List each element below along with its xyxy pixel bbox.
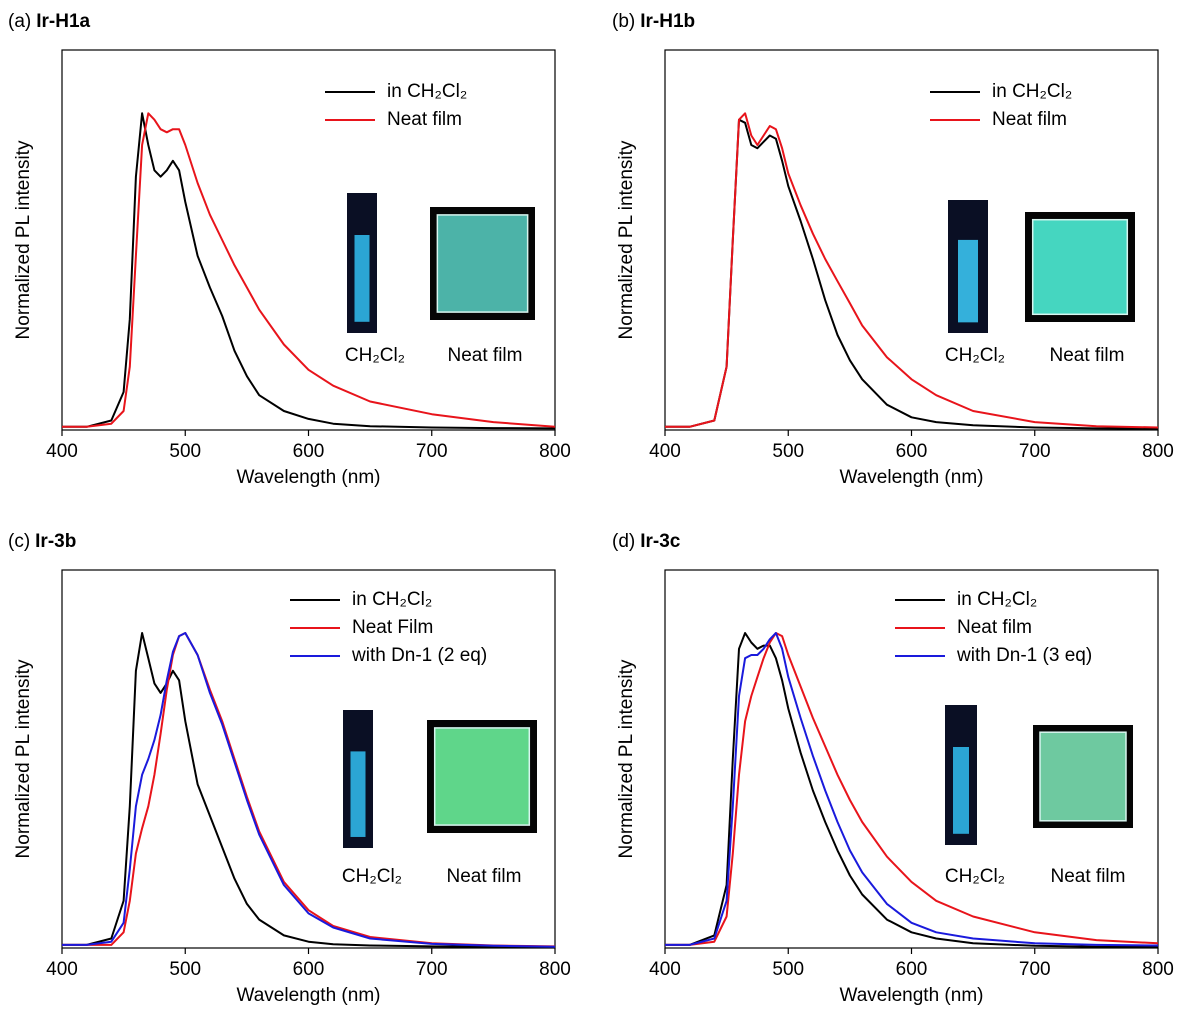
panel-label: (d) bbox=[612, 531, 635, 552]
x-tick-label: 700 bbox=[1019, 441, 1051, 462]
x-tick-label: 400 bbox=[649, 441, 681, 462]
x-tick-label: 700 bbox=[416, 441, 448, 462]
y-axis-label: Normalized PL intensity bbox=[13, 659, 34, 858]
x-tick-label: 600 bbox=[896, 441, 928, 462]
x-axis-label: Wavelength (nm) bbox=[840, 467, 984, 488]
panel-label: (a) bbox=[8, 11, 31, 32]
vial-glow bbox=[350, 751, 366, 837]
panel-compound: Ir-H1a bbox=[36, 11, 90, 32]
spectrum-line bbox=[62, 112, 556, 428]
x-axis-label: Wavelength (nm) bbox=[237, 467, 381, 488]
film-glow bbox=[1039, 731, 1127, 822]
vial-glow bbox=[953, 747, 969, 834]
panel-label: (b) bbox=[612, 11, 635, 32]
x-tick-label: 400 bbox=[46, 441, 78, 462]
vial-glow bbox=[958, 239, 978, 323]
spectrum-line bbox=[62, 632, 556, 948]
spectrum-line bbox=[665, 632, 1159, 949]
panel-title: (b) Ir-H1b bbox=[612, 11, 695, 32]
spectrum-line bbox=[665, 112, 1159, 429]
spectrum-line bbox=[62, 112, 556, 430]
spectrum-line bbox=[62, 632, 556, 949]
x-tick-label: 500 bbox=[169, 441, 201, 462]
x-tick-label: 500 bbox=[169, 959, 201, 980]
x-tick-label: 500 bbox=[772, 441, 804, 462]
x-axis-label: Wavelength (nm) bbox=[840, 985, 984, 1006]
film-glow bbox=[1031, 218, 1129, 316]
photo-label: CH₂Cl₂ bbox=[345, 345, 405, 366]
panel-title: (c) Ir-3b bbox=[8, 531, 76, 552]
spectrum-line bbox=[665, 632, 1159, 947]
vial-glow bbox=[354, 235, 370, 322]
legend-label: Neat film bbox=[992, 109, 1067, 130]
spectrum-line bbox=[665, 632, 1159, 946]
legend-label: in CH₂Cl₂ bbox=[352, 589, 432, 610]
photo-label: Neat film bbox=[1050, 345, 1125, 366]
photo-label: CH₂Cl₂ bbox=[342, 866, 402, 887]
x-tick-label: 800 bbox=[539, 959, 571, 980]
photo-label: CH₂Cl₂ bbox=[945, 866, 1005, 887]
x-tick-label: 600 bbox=[896, 959, 928, 980]
x-tick-label: 800 bbox=[1142, 959, 1174, 980]
legend-label: with Dn-1 (2 eq) bbox=[351, 645, 487, 666]
film-glow bbox=[436, 214, 529, 313]
panel-title: (d) Ir-3c bbox=[612, 531, 681, 552]
legend-label: in CH₂Cl₂ bbox=[992, 81, 1072, 102]
photo-label: Neat film bbox=[447, 866, 522, 887]
photo-label: Neat film bbox=[448, 345, 523, 366]
x-tick-label: 600 bbox=[293, 441, 325, 462]
photo-label: Neat film bbox=[1051, 866, 1126, 887]
legend-label: Neat film bbox=[387, 109, 462, 130]
x-tick-label: 400 bbox=[649, 959, 681, 980]
legend-label: with Dn-1 (3 eq) bbox=[956, 645, 1092, 666]
x-tick-label: 400 bbox=[46, 959, 78, 980]
panel-compound: Ir-3b bbox=[35, 531, 76, 552]
x-tick-label: 800 bbox=[1142, 441, 1174, 462]
x-tick-label: 500 bbox=[772, 959, 804, 980]
panel-compound: Ir-H1b bbox=[640, 11, 695, 32]
x-tick-label: 700 bbox=[416, 959, 448, 980]
legend-label: Neat Film bbox=[352, 617, 433, 638]
y-axis-label: Normalized PL intensity bbox=[616, 659, 637, 858]
panel-title: (a) Ir-H1a bbox=[8, 11, 91, 32]
x-tick-label: 800 bbox=[539, 441, 571, 462]
legend-label: Neat film bbox=[957, 617, 1032, 638]
x-axis-label: Wavelength (nm) bbox=[237, 985, 381, 1006]
y-axis-label: Normalized PL intensity bbox=[616, 140, 637, 339]
y-axis-label: Normalized PL intensity bbox=[13, 140, 34, 339]
photo-label: CH₂Cl₂ bbox=[945, 345, 1005, 366]
legend-label: in CH₂Cl₂ bbox=[387, 81, 467, 102]
legend-label: in CH₂Cl₂ bbox=[957, 589, 1037, 610]
x-tick-label: 600 bbox=[293, 959, 325, 980]
x-tick-label: 700 bbox=[1019, 959, 1051, 980]
panel-compound: Ir-3c bbox=[640, 531, 681, 552]
panel-label: (c) bbox=[8, 531, 30, 552]
film-glow bbox=[433, 727, 531, 826]
